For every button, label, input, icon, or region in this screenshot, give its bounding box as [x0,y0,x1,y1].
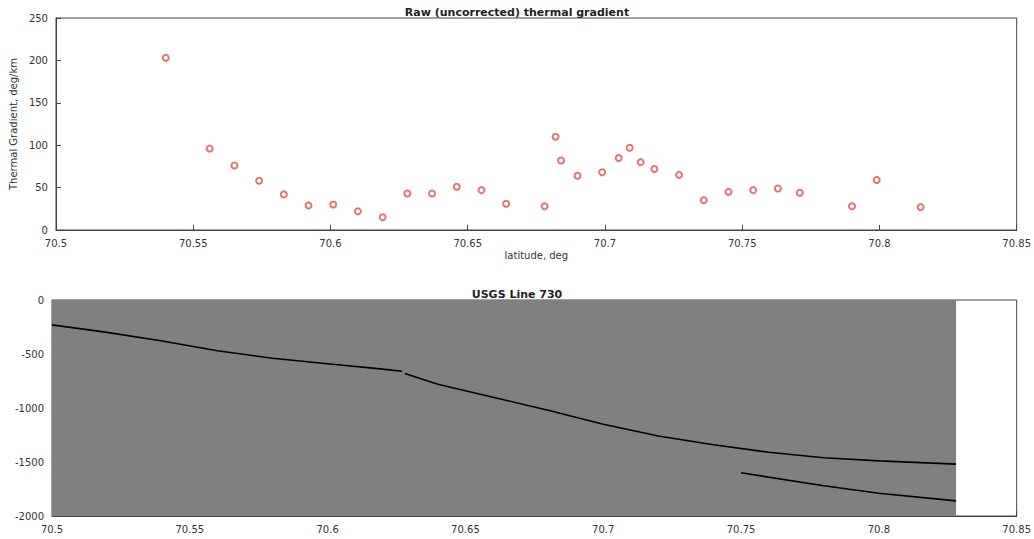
svg-text:70.75: 70.75 [727,524,756,535]
svg-text:70.6: 70.6 [316,524,338,535]
svg-text:USGS Line 730: USGS Line 730 [472,288,563,301]
svg-text:250: 250 [29,13,48,24]
svg-text:70.55: 70.55 [179,238,208,249]
svg-text:0: 0 [42,225,48,236]
svg-text:70.6: 70.6 [319,238,341,249]
svg-text:70.8: 70.8 [868,524,890,535]
svg-text:70.65: 70.65 [451,524,480,535]
svg-text:70.75: 70.75 [728,238,757,249]
svg-text:70.8: 70.8 [868,238,890,249]
svg-text:70.5: 70.5 [45,238,67,249]
svg-text:-2000: -2000 [15,511,44,522]
svg-text:70.65: 70.65 [453,238,482,249]
svg-text:70.5: 70.5 [41,524,63,535]
svg-text:70.85: 70.85 [1002,238,1031,249]
svg-text:70.85: 70.85 [1002,524,1031,535]
svg-text:70.55: 70.55 [175,524,204,535]
svg-text:0: 0 [38,295,44,306]
svg-text:200: 200 [29,55,48,66]
svg-text:150: 150 [29,97,48,108]
svg-text:latitude, deg: latitude, deg [505,250,569,261]
svg-text:Raw (uncorrected) thermal grad: Raw (uncorrected) thermal gradient [405,6,629,19]
svg-text:-500: -500 [21,349,44,360]
svg-text:100: 100 [29,140,48,151]
svg-text:-1500: -1500 [15,457,44,468]
svg-text:70.7: 70.7 [592,524,614,535]
svg-text:50: 50 [35,182,48,193]
svg-text:70.7: 70.7 [594,238,616,249]
svg-text:-1000: -1000 [15,403,44,414]
svg-text:Thermal Gradient, deg/km: Thermal Gradient, deg/km [8,58,19,191]
